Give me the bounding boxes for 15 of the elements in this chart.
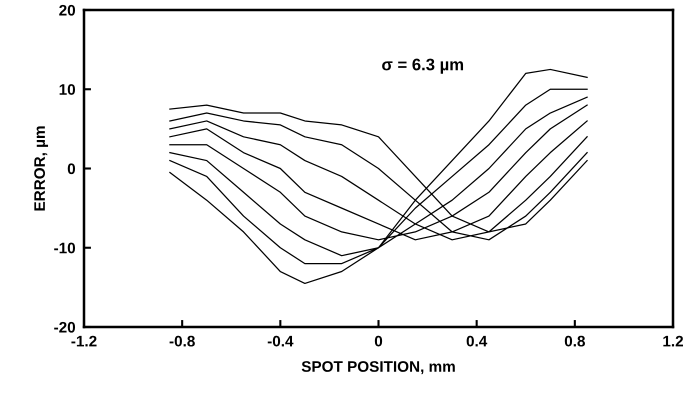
y-tick-label: -10 [54,242,76,254]
x-tick-label: 1.2 [663,336,684,346]
y-tick-label: -20 [54,322,76,333]
x-tick-label: -1.2 [71,336,97,346]
x-tick-label: -0.8 [170,336,195,347]
y-tick-label: 20 [59,4,76,16]
y-tick-label: 0 [68,163,76,174]
x-axis-title: SPOT POSITION, mm [302,361,455,374]
x-tick-label: 0.8 [564,336,585,347]
x-tick-label: -0.4 [268,336,294,347]
x-tick-label: 0 [374,336,382,347]
y-axis-title: ERROR, µm [34,126,48,211]
annotation: σ = 6.3 µm [382,58,464,74]
y-tick-label: 10 [60,84,76,95]
x-tick-label: 0.4 [466,336,488,347]
